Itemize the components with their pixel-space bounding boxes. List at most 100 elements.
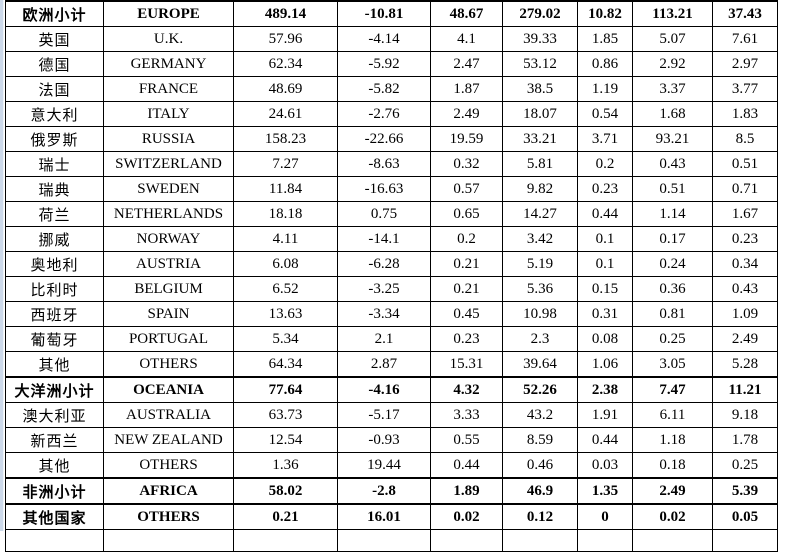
country-cn-cell: 意大利	[5, 101, 104, 127]
value-cell: 0.2	[577, 151, 633, 177]
value-cell: 64.34	[233, 351, 338, 378]
value-cell: 11.21	[712, 376, 778, 403]
value-cell: 10.82	[577, 0, 633, 27]
value-cell: 7.27	[233, 151, 338, 177]
value-cell: 63.73	[233, 402, 338, 428]
empty-cell	[103, 529, 234, 552]
value-cell: 1.89	[430, 477, 503, 505]
value-cell: 0.43	[632, 151, 713, 177]
value-cell: 2.38	[577, 376, 633, 403]
value-cell: 14.27	[502, 201, 578, 227]
country-en-cell: AUSTRALIA	[103, 402, 234, 428]
value-cell: 0.02	[632, 503, 713, 530]
window-edge-strip	[0, 0, 4, 531]
country-cn-cell: 其他	[5, 351, 104, 378]
empty-cell	[632, 529, 713, 552]
value-cell: 33.21	[502, 126, 578, 152]
value-cell: 0.51	[712, 151, 778, 177]
value-cell: 43.2	[502, 402, 578, 428]
value-cell: 10.98	[502, 301, 578, 327]
value-cell: -2.76	[337, 101, 431, 127]
value-cell: -10.81	[337, 0, 431, 27]
country-cn-cell: 比利时	[5, 276, 104, 302]
value-cell: 1.83	[712, 101, 778, 127]
table-row: 挪威 NORWAY 4.11 -14.1 0.2 3.42 0.1 0.17 0.23	[5, 226, 778, 252]
value-cell: 0.43	[712, 276, 778, 302]
value-cell: 0.86	[577, 51, 633, 77]
value-cell: 48.67	[430, 0, 503, 27]
table-body: 欧洲小计 EUROPE 489.14 -10.81 48.67 279.02 10.82 11…	[5, 0, 778, 552]
value-cell: 4.32	[430, 376, 503, 403]
value-cell: 1.91	[577, 402, 633, 428]
value-cell: 9.82	[502, 176, 578, 202]
value-cell: 0.54	[577, 101, 633, 127]
value-cell: 2.87	[337, 351, 431, 378]
value-cell: 4.1	[430, 26, 503, 52]
value-cell: 0.44	[577, 427, 633, 453]
country-en-cell: OCEANIA	[103, 376, 234, 403]
value-cell: 24.61	[233, 101, 338, 127]
value-cell: 6.11	[632, 402, 713, 428]
value-cell: 0.23	[577, 176, 633, 202]
value-cell: 0.34	[712, 251, 778, 277]
table-row: 非洲小计 AFRICA 58.02 -2.8 1.89 46.9 1.35 2.49 5.39	[5, 477, 778, 505]
value-cell: 57.96	[233, 26, 338, 52]
value-cell: -5.92	[337, 51, 431, 77]
value-cell: 16.01	[337, 503, 431, 530]
country-en-cell: SWEDEN	[103, 176, 234, 202]
value-cell: 0.03	[577, 452, 633, 479]
value-cell: 0.32	[430, 151, 503, 177]
country-cn-cell: 英国	[5, 26, 104, 52]
value-cell: 0.2	[430, 226, 503, 252]
value-cell: 77.64	[233, 376, 338, 403]
empty-cell	[502, 529, 578, 552]
value-cell: 39.64	[502, 351, 578, 378]
value-cell: 0.44	[577, 201, 633, 227]
country-cn-cell: 奥地利	[5, 251, 104, 277]
value-cell: 0.02	[430, 503, 503, 530]
value-cell: 0.21	[430, 251, 503, 277]
table-row: 意大利 ITALY 24.61 -2.76 2.49 18.07 0.54 1.68 1.83	[5, 101, 778, 127]
value-cell: 7.61	[712, 26, 778, 52]
value-cell: -4.16	[337, 376, 431, 403]
country-cn-cell: 其他国家	[5, 503, 104, 530]
value-cell: 46.9	[502, 477, 578, 505]
value-cell: 7.47	[632, 376, 713, 403]
table-row: 比利时 BELGIUM 6.52 -3.25 0.21 5.36 0.15 0.36 0.43	[5, 276, 778, 302]
value-cell: 37.43	[712, 0, 778, 27]
value-cell: 2.1	[337, 326, 431, 352]
value-cell: 6.52	[233, 276, 338, 302]
table-row: 大洋洲小计 OCEANIA 77.64 -4.16 4.32 52.26 2.38 7.47 1…	[5, 376, 778, 403]
value-cell: -22.66	[337, 126, 431, 152]
value-cell: 489.14	[233, 0, 338, 27]
value-cell: 5.19	[502, 251, 578, 277]
country-cn-cell: 俄罗斯	[5, 126, 104, 152]
country-en-cell: NETHERLANDS	[103, 201, 234, 227]
value-cell: 0	[577, 503, 633, 530]
value-cell: 3.37	[632, 76, 713, 102]
value-cell: 62.34	[233, 51, 338, 77]
value-cell: 0.25	[712, 452, 778, 479]
empty-cell	[337, 529, 431, 552]
value-cell: 0.57	[430, 176, 503, 202]
value-cell: 0.21	[233, 503, 338, 530]
value-cell: 2.97	[712, 51, 778, 77]
country-cn-cell: 瑞士	[5, 151, 104, 177]
value-cell: 0.25	[632, 326, 713, 352]
value-cell: 39.33	[502, 26, 578, 52]
value-cell: 0.1	[577, 226, 633, 252]
value-cell: 9.18	[712, 402, 778, 428]
value-cell: -2.8	[337, 477, 431, 505]
country-en-cell: NEW ZEALAND	[103, 427, 234, 453]
value-cell: 13.63	[233, 301, 338, 327]
value-cell: 1.06	[577, 351, 633, 378]
value-cell: -8.63	[337, 151, 431, 177]
value-cell: 0.71	[712, 176, 778, 202]
value-cell: 0.21	[430, 276, 503, 302]
table-row: 瑞典 SWEDEN 11.84 -16.63 0.57 9.82 0.23 0.51 0.71	[5, 176, 778, 202]
value-cell: 0.75	[337, 201, 431, 227]
value-cell: 113.21	[632, 0, 713, 27]
country-en-cell: AUSTRIA	[103, 251, 234, 277]
value-cell: 53.12	[502, 51, 578, 77]
table-row: 新西兰 NEW ZEALAND 12.54 -0.93 0.55 8.59 0.44 1.18…	[5, 427, 778, 453]
